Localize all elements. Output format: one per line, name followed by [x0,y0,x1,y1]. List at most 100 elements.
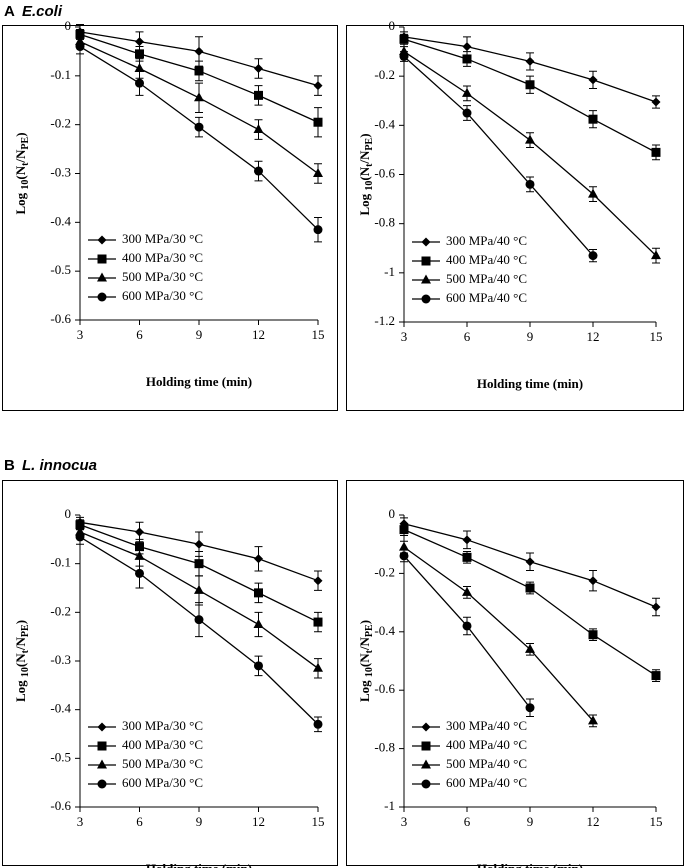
y-axis-label-part: (N [357,653,372,667]
y-tick-label: -0.6 [50,311,71,326]
marker [525,583,535,593]
legend-marker [97,779,107,789]
panel-letter: B [4,457,15,474]
x-tick-label: 3 [401,329,408,344]
y-axis-label: Log 10(Nt/NPE) [357,133,375,215]
marker [462,87,472,97]
legend-marker [421,256,431,266]
marker [399,52,409,61]
marker [134,550,145,560]
marker [313,617,323,627]
x-tick-label: 6 [464,329,471,344]
marker [134,63,145,73]
marker [75,42,85,52]
marker [525,703,535,713]
x-tick-label: 9 [527,329,534,344]
y-tick-label: -0.1 [50,555,71,570]
legend-marker [97,254,107,264]
marker [651,147,661,157]
legend-label: 500 MPa/40 °C [446,756,527,771]
panel-name: L. innocua [22,457,97,474]
marker [399,551,409,561]
legend-label: 400 MPa/40 °C [446,252,527,267]
panel-frame [346,25,684,411]
y-tick-label: -0.2 [374,564,395,579]
x-tick-label: 9 [196,327,203,342]
legend-label: 400 MPa/30 °C [122,250,203,265]
marker [588,251,598,261]
marker [253,619,264,628]
y-axis-label-part: PE [364,624,375,637]
marker [462,552,472,562]
marker [399,34,409,44]
marker [254,554,263,564]
marker [135,78,144,88]
marker [651,602,661,612]
y-axis-label-part: t [364,649,375,653]
legend-label: 300 MPa/30 °C [122,231,203,246]
marker [135,527,144,537]
marker [525,643,535,653]
y-axis-label-part: /N [13,636,28,651]
marker [588,576,598,586]
legend-label: 600 MPa/40 °C [446,290,527,305]
y-tick-label: -0.4 [50,213,71,228]
x-tick-label: 12 [252,327,265,342]
y-axis-label-part: (N [13,653,28,667]
y-axis-label: Log 10(Nt/NPE) [357,620,375,702]
x-tick-label: 15 [312,327,325,342]
y-axis-label: Log 10(Nt/NPE) [13,132,31,214]
x-tick-label: 3 [401,814,408,829]
x-tick-label: 12 [252,814,265,829]
x-tick-label: 9 [527,814,534,829]
marker [313,719,323,729]
y-tick-label: -1 [384,264,395,279]
marker [254,166,263,176]
marker [588,715,598,725]
y-axis-label-part: ) [357,133,372,137]
y-tick-label: 0 [389,506,396,521]
marker [254,64,263,74]
marker [462,108,472,118]
marker [462,42,472,52]
marker [75,532,85,542]
x-tick-label: 15 [650,329,663,344]
y-axis-label-part: t [20,649,31,653]
legend-label: 300 MPa/40 °C [446,233,527,248]
x-tick-label: 3 [77,327,84,342]
legend-marker [421,237,431,247]
y-tick-label: -0.8 [374,215,395,230]
y-tick-label: -0.6 [50,798,71,813]
x-axis-label: Holding time (min) [146,374,252,389]
marker [313,117,323,127]
y-tick-label: -0.3 [50,652,71,667]
y-tick-label: 0 [389,18,396,33]
marker [194,559,204,569]
y-tick-label: -0.1 [50,67,71,82]
y-axis-label-part: Log [357,191,372,216]
y-tick-label: -1.2 [374,313,395,328]
y-axis-label: Log 10(Nt/NPE) [13,620,31,702]
legend-label: 500 MPa/30 °C [122,269,203,284]
y-tick-label: -0.2 [50,603,71,618]
marker [254,90,263,100]
y-tick-label: -1 [384,798,395,813]
marker [194,122,204,132]
marker [135,568,144,578]
y-tick-label: -0.2 [50,116,71,131]
y-tick-label: 0 [65,506,72,521]
marker [462,54,472,64]
panel-frame [2,25,338,411]
x-tick-label: 6 [136,814,143,829]
marker [525,56,535,66]
marker [525,557,535,567]
marker [194,92,204,102]
y-axis-label-part: 10 [20,180,31,190]
y-tick-label: -0.5 [50,262,71,277]
y-tick-label: -0.4 [374,116,395,131]
y-axis-label-part: Log [13,190,28,215]
legend-marker [97,235,107,245]
y-axis-label-part: t [20,162,31,166]
y-axis-label-part: Log [13,677,28,702]
